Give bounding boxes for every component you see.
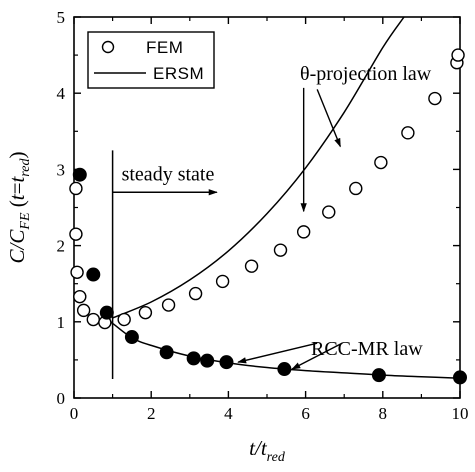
fem-point [188, 286, 203, 301]
y-axis-title-rhs: t [5, 176, 29, 183]
annotation-arrow [237, 342, 318, 364]
fem-point [374, 155, 388, 170]
rcc-mr-point [124, 330, 139, 345]
svg-text:C/CFE (t=tred): C/CFE (t=tred) [5, 152, 33, 264]
x-tick-label: 8 [379, 404, 388, 423]
annotations: steady state θ-projection law RCC-MR law [111, 63, 432, 379]
x-tick-label: 6 [301, 404, 310, 423]
x-tick-label: 0 [70, 404, 79, 423]
legend-ersm-label: ERSM [153, 64, 204, 83]
rcc-mr-point [159, 345, 174, 360]
rcc-mr-point [219, 355, 234, 370]
ersm-curve [112, 16, 405, 319]
y-tick-label: 2 [57, 237, 66, 256]
rcc-mr-point [72, 167, 87, 182]
fem-point [70, 265, 84, 279]
rcc-mr-point [86, 267, 101, 282]
fem-points [69, 48, 465, 330]
fem-point [428, 91, 442, 106]
fem-point [244, 259, 259, 273]
svg-text:t/tred: t/tred [249, 436, 286, 465]
fem-point [161, 298, 176, 312]
plot-area: 0 2 4 6 8 10 0 1 2 3 4 5 steady state θ-projection l… [57, 8, 469, 423]
y-axis-title-paren-open: ( [5, 200, 29, 212]
fem-point [138, 305, 153, 320]
rcc-mr-point [453, 370, 467, 385]
annotation-arrow [316, 89, 341, 148]
y-tick-label: 0 [57, 389, 66, 408]
theta-projection-label: θ-projection law [300, 63, 432, 85]
y-axis-title: C/CFE (t=tred) [5, 152, 33, 264]
x-tick-label: 2 [147, 404, 156, 423]
steady-state-label: steady state [122, 163, 215, 185]
fem-point [322, 205, 336, 219]
y-tick-label: 5 [57, 8, 66, 27]
fem-point [69, 227, 83, 241]
y-tick-label: 4 [57, 84, 66, 103]
fem-point [215, 274, 230, 289]
rcc-mr-points [72, 167, 467, 385]
rcc-mr-point [277, 362, 292, 377]
x-axis-title-main: t/t [249, 436, 268, 460]
axis-ticks: 0 2 4 6 8 10 0 1 2 3 4 5 [57, 8, 469, 423]
fem-point [401, 126, 415, 140]
fem-point [451, 48, 465, 62]
fem-point [86, 312, 101, 327]
fem-point [73, 289, 87, 304]
x-axis-title-sub: red [267, 450, 286, 465]
rcc-mr-label: RCC-MR law [311, 338, 423, 360]
rcc-mr-point [371, 368, 386, 383]
fem-point [296, 225, 311, 239]
y-axis-title-eq: = [5, 183, 29, 195]
fem-point [273, 243, 288, 257]
fem-point [117, 312, 131, 327]
y-axis-title-paren-close: ) [5, 152, 29, 159]
y-tick-label: 3 [57, 160, 66, 179]
y-axis-title-sub: FE [18, 212, 33, 231]
legend-fem-marker [101, 40, 115, 54]
fem-point [69, 181, 83, 196]
annotation-arrow [291, 342, 343, 370]
x-tick-label: 4 [224, 404, 233, 423]
x-tick-label: 10 [452, 404, 469, 423]
rcc-mr-point [200, 353, 215, 368]
y-axis-title-var: t [5, 193, 29, 200]
legend: FEM ERSM [87, 31, 215, 89]
fem-point [349, 181, 363, 196]
rcc-mr-point [99, 305, 114, 320]
x-axis-title: t/tred [249, 436, 286, 465]
fem-point [76, 303, 91, 318]
y-tick-label: 1 [57, 313, 66, 332]
rcc-mr-point [186, 351, 201, 366]
y-axis-title-main: C/C [5, 229, 29, 264]
legend-fem-label: FEM [146, 38, 183, 57]
y-axis-title-rhs-sub: red [18, 158, 33, 177]
